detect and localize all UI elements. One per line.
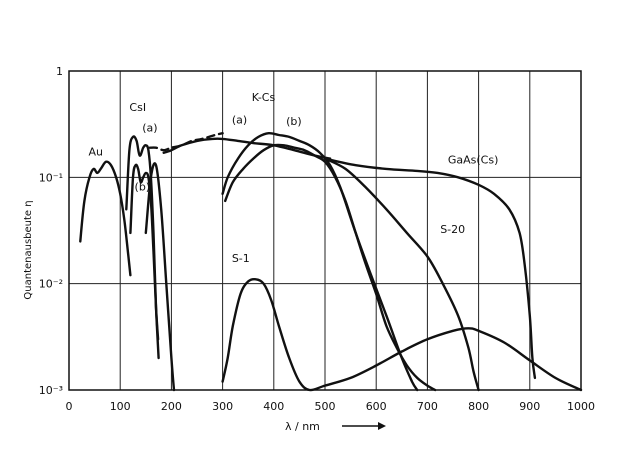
x-tick-label: 600 bbox=[366, 400, 387, 413]
annotation-label: Au bbox=[88, 146, 103, 159]
annotation-label: S-20 bbox=[440, 223, 465, 236]
plot-border bbox=[68, 70, 582, 391]
curve-annotations: Au CsI (a) (b) (a) K-Cs (b) GaAs(Cs) S-20 S-1 bbox=[88, 91, 498, 265]
x-tick-label: 300 bbox=[212, 400, 233, 413]
x-tick-label: 800 bbox=[468, 400, 489, 413]
tick-labels: 0 100 200 300 400 500 600 700 800 900 1000 1 10⁻¹ 10⁻… bbox=[39, 65, 595, 413]
annotation-label: (a) bbox=[232, 114, 247, 127]
series-au bbox=[79, 160, 132, 277]
x-tick-label: 200 bbox=[161, 400, 182, 413]
series-s-1 bbox=[221, 277, 583, 392]
annotation-label: GaAs(Cs) bbox=[448, 153, 499, 166]
x-tick-label: 0 bbox=[66, 400, 73, 413]
y-tick-label: 10⁻³ bbox=[39, 384, 63, 397]
series-csi-b bbox=[129, 163, 160, 341]
series-curve-4 bbox=[144, 162, 176, 392]
series-curve-5 bbox=[162, 137, 332, 160]
x-axis-label: λ / nm bbox=[285, 420, 320, 433]
annotation-label: (b) bbox=[135, 181, 151, 194]
y-axis-label: Quantenausbeute η bbox=[23, 200, 34, 299]
annotation-label: (a) bbox=[142, 121, 157, 134]
annotation-label: (b) bbox=[286, 115, 302, 128]
plot-frame bbox=[68, 70, 582, 391]
x-tick-label: 1000 bbox=[567, 400, 595, 413]
x-tick-label: 900 bbox=[519, 400, 540, 413]
x-tick-label: 500 bbox=[315, 400, 336, 413]
series-k-cs-a bbox=[221, 131, 419, 392]
x-tick-label: 700 bbox=[417, 400, 438, 413]
series-gaas-cs bbox=[323, 157, 537, 380]
x-tick-label: 100 bbox=[110, 400, 131, 413]
annotation-label: K-Cs bbox=[252, 91, 276, 104]
annotation-label: CsI bbox=[129, 101, 146, 114]
x-tick-label: 400 bbox=[263, 400, 284, 413]
y-tick-label: 10⁻¹ bbox=[39, 171, 63, 184]
x-axis-arrow bbox=[342, 422, 386, 430]
series-k-cs-b bbox=[224, 143, 437, 392]
series-dashed bbox=[148, 132, 224, 152]
y-tick-label: 1 bbox=[56, 65, 63, 78]
annotation-label: S-1 bbox=[232, 252, 250, 265]
curves bbox=[79, 131, 583, 392]
y-tick-label: 10⁻² bbox=[39, 278, 63, 291]
series-s-20 bbox=[323, 157, 480, 392]
